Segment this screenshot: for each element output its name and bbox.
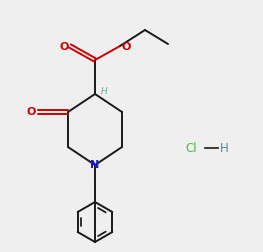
Text: Cl: Cl (185, 142, 197, 154)
Text: H: H (220, 142, 229, 154)
Text: N: N (90, 160, 100, 170)
Text: O: O (122, 42, 132, 52)
Text: O: O (27, 107, 36, 117)
Text: O: O (60, 42, 69, 52)
Text: H: H (101, 86, 108, 96)
